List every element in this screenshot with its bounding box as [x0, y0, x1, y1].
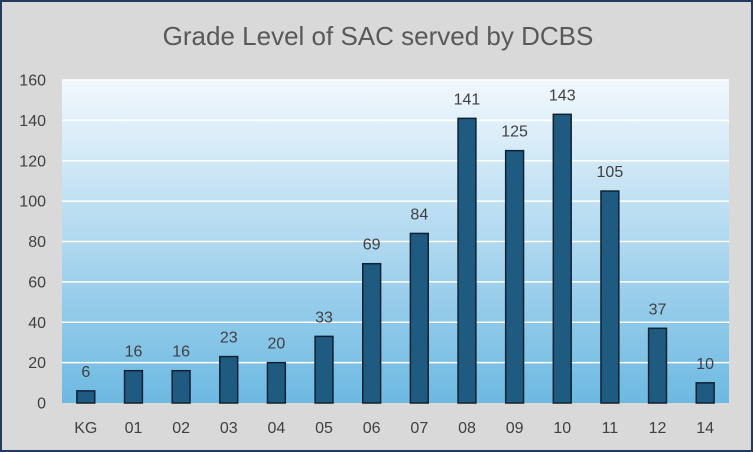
bar-09 [504, 149, 525, 404]
x-axis: KG 01 02 03 04 05 06 07 08 09 10 11 12 14 [74, 420, 714, 437]
bar-03 [219, 355, 239, 404]
x-tick-label: KG [74, 420, 97, 437]
x-tick-label: 07 [410, 420, 428, 437]
bar-08 [457, 117, 477, 404]
y-axis: 0 20 40 60 80 100 120 140 160 [19, 73, 46, 413]
y-tick-label: 60 [28, 274, 46, 291]
y-tick-label: 160 [19, 73, 46, 90]
chart-title: Grade Level of SAC served by DCBS [163, 21, 594, 51]
bar-07 [409, 232, 430, 404]
data-label-06: 69 [363, 237, 381, 254]
data-labels: 6 16 16 23 20 33 69 84 141 125 143 105 37 10 [81, 87, 714, 381]
x-tick-label: 03 [220, 420, 238, 437]
x-tick-label: 10 [553, 420, 571, 437]
data-label-12: 37 [649, 301, 667, 318]
bar-10 [552, 113, 572, 404]
data-label-08: 141 [454, 91, 481, 108]
data-label-02: 16 [172, 344, 190, 361]
grid-lines [62, 79, 729, 364]
x-tick-label: 09 [506, 420, 524, 437]
data-label-KG: 6 [81, 364, 90, 381]
bar-04 [266, 361, 287, 404]
bar-05 [314, 335, 334, 404]
x-tick-label: 08 [458, 420, 476, 437]
x-tick-label: 06 [363, 420, 381, 437]
y-tick-label: 100 [19, 194, 46, 211]
y-tick-label: 80 [28, 234, 46, 251]
x-tick-label: 01 [125, 420, 143, 437]
data-label-07: 84 [410, 206, 428, 223]
y-tick-label: 120 [19, 153, 46, 170]
x-tick-label: 12 [649, 420, 667, 437]
data-label-04: 20 [267, 336, 285, 353]
data-label-10: 143 [549, 87, 576, 104]
x-tick-label: 11 [602, 420, 619, 437]
data-label-01: 16 [125, 344, 143, 361]
y-tick-label: 40 [28, 315, 46, 332]
data-label-05: 33 [315, 309, 333, 326]
y-tick-label: 0 [37, 396, 46, 413]
x-tick-label: 02 [172, 420, 190, 437]
data-label-09: 125 [501, 124, 528, 141]
y-tick-label: 140 [19, 113, 46, 130]
bar-11 [600, 190, 620, 404]
x-tick-label: 14 [696, 420, 714, 437]
data-label-03: 23 [220, 330, 238, 347]
data-label-11: 105 [597, 164, 624, 181]
bar-KG [76, 390, 96, 404]
data-label-14: 10 [696, 356, 714, 373]
bar-14 [695, 382, 715, 404]
y-tick-label: 20 [28, 355, 46, 372]
bar-12 [647, 327, 668, 404]
bar-06 [361, 262, 382, 404]
bar-series [76, 113, 715, 404]
bar-02 [171, 369, 191, 404]
x-tick-label: 05 [315, 420, 333, 437]
bar-01 [123, 369, 144, 404]
x-tick-label: 04 [267, 420, 285, 437]
